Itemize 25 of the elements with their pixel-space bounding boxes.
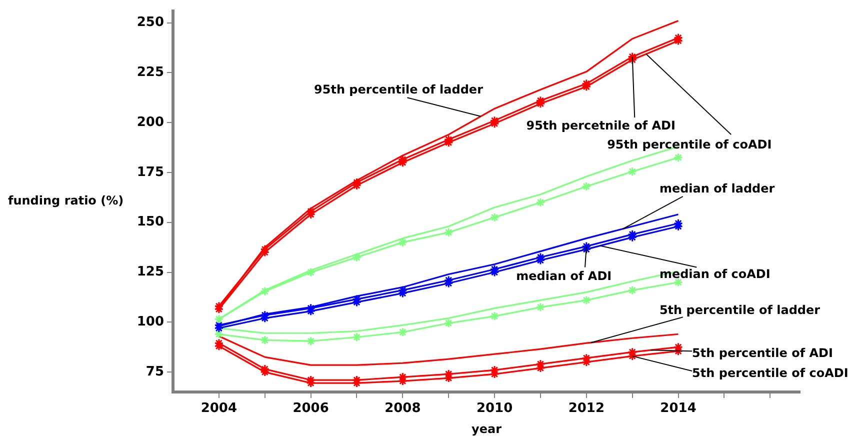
series-label: 5th percentile of ladder [659, 303, 820, 318]
series-label: 5th percentile of ADI [692, 346, 833, 360]
y-tick-label: 225 [136, 65, 164, 80]
y-tick-label: 250 [136, 15, 164, 30]
series-label: median of ladder [659, 181, 775, 196]
x-tick-label: 2008 [384, 401, 421, 416]
x-tick-label: 2010 [476, 401, 513, 416]
x-tick-label: 2004 [200, 401, 238, 416]
series-label: 5th percentile of coADI [692, 366, 848, 380]
text: median of coADI [659, 267, 770, 282]
y-tick-label: 200 [136, 114, 164, 130]
y-axis-title: funding ratio (%) [8, 194, 124, 208]
text: 95th percentile of coADI [607, 138, 772, 152]
series-label: median of ADI [516, 269, 612, 284]
y-tick-label: 125 [136, 264, 164, 280]
x-tick-label: 2012 [568, 401, 604, 416]
x-tick-label: 2014 [660, 401, 696, 416]
series-label: 95th percentile of ladder [314, 82, 484, 97]
x-tick-label: 2006 [292, 401, 329, 416]
y-tick-label: 175 [136, 164, 164, 180]
x-axis-title: year [472, 422, 502, 436]
y-tick-label: 75 [146, 364, 164, 380]
series-label: 95th percetnile of ADI [526, 118, 676, 133]
y-tick-label: 150 [136, 214, 164, 230]
y-tick-label: 100 [136, 314, 164, 330]
